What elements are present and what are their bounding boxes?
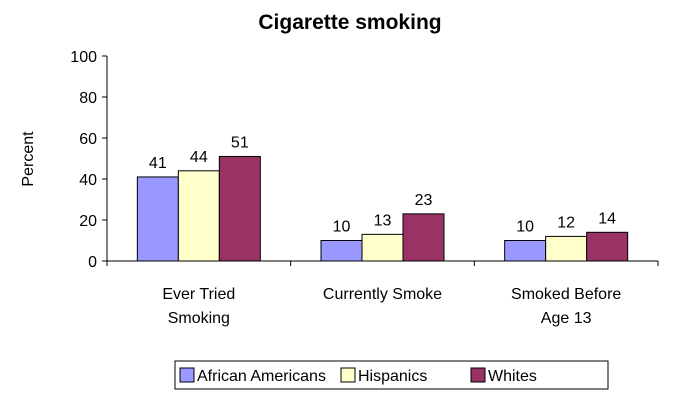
category-label: Ever Tried Smoking [162, 286, 235, 327]
bar-hispanics [177, 170, 220, 262]
y-tick-label: 0 [88, 254, 97, 271]
bar-hispanics [545, 235, 588, 262]
data-label: 14 [598, 210, 616, 227]
bar-whites [218, 155, 261, 262]
y-axis-label: Percent [20, 131, 37, 187]
data-label: 12 [557, 214, 575, 231]
data-label: 51 [231, 134, 249, 151]
legend-swatch [470, 367, 486, 383]
data-label: 23 [415, 192, 433, 209]
data-label: 10 [333, 219, 351, 236]
data-label: 44 [190, 149, 208, 166]
data-label: 13 [374, 212, 392, 229]
data-label: 10 [516, 219, 534, 236]
bar-hispanics [361, 233, 404, 262]
legend-box [174, 360, 609, 390]
bar-african-americans [504, 240, 547, 262]
legend: African Americans Hispanics Whites [174, 360, 609, 390]
data-label: 41 [149, 155, 167, 172]
legend-label: African Americans [197, 368, 326, 385]
category-label: Smoked Before Age 13 [511, 286, 621, 327]
legend-label: Hispanics [358, 368, 427, 385]
y-tick-label: 40 [79, 172, 97, 189]
legend-label: Whites [488, 368, 537, 385]
category-label: Currently Smoke [323, 286, 442, 303]
y-tick-label: 80 [79, 90, 97, 107]
bar-whites [402, 213, 445, 262]
bar-african-americans [320, 240, 363, 262]
y-tick-label: 100 [70, 49, 97, 66]
y-tick-label: 20 [79, 213, 97, 230]
bar-african-americans [136, 176, 179, 262]
bar-whites [586, 231, 629, 262]
legend-swatch [340, 367, 356, 383]
legend-swatch [179, 367, 195, 383]
y-tick-label: 60 [79, 131, 97, 148]
chart-title: Cigarette smoking [258, 11, 441, 34]
